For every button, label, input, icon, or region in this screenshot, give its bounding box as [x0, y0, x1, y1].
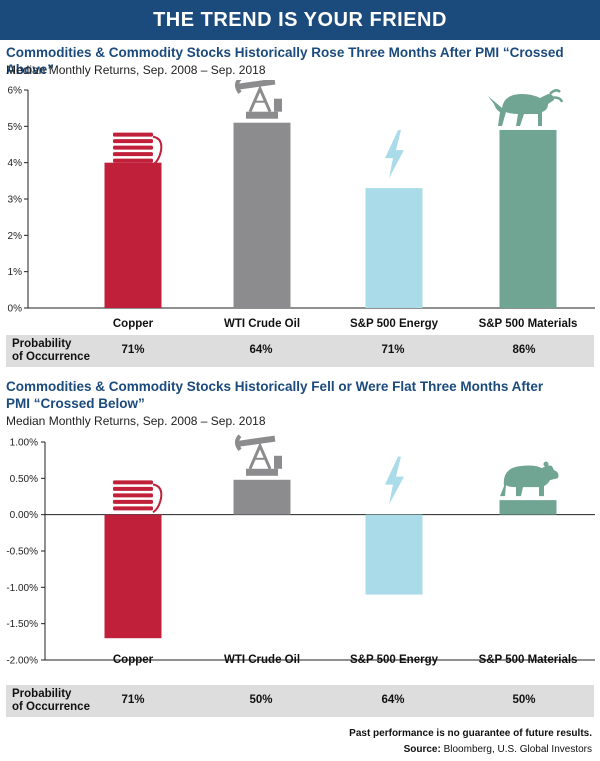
category-label: S&P 500 Materials [479, 654, 578, 666]
chart1-prob-materials: 86% [512, 344, 536, 356]
y-tick-label: 1% [8, 267, 23, 278]
chart2-prob-energy: 64% [381, 694, 405, 706]
chart2-svg: -2.00% -1.50% -1.00% -0.50% 0.00% 0.50% 1.00% C… [6, 434, 595, 667]
oil-pump-icon [235, 80, 282, 119]
category-label: WTI Crude Oil [224, 318, 300, 330]
category-label: S&P 500 Materials [479, 318, 578, 330]
bull-icon [488, 89, 564, 126]
chart2-probability-label: Probability of Occurrence [12, 688, 90, 713]
spool-icon [113, 480, 163, 514]
y-tick-label: 6% [8, 86, 23, 97]
chart2-subtitle: Median Monthly Returns, Sep. 2008 – Sep.… [6, 414, 266, 428]
chart1-subtitle: Median Monthly Returns, Sep. 2008 – Sep.… [6, 63, 266, 77]
y-tick-label: 5% [8, 122, 23, 133]
chart1-prob-energy: 71% [381, 344, 405, 356]
bar-copper [104, 162, 162, 308]
chart2-prob-materials: 50% [512, 694, 536, 706]
lightning-icon [385, 130, 404, 179]
y-tick-label: 0.00% [10, 510, 38, 521]
category-label: S&P 500 Energy [350, 318, 439, 330]
chart1-probability-label: Probability of Occurrence [12, 338, 90, 363]
bar-copper [104, 514, 162, 639]
bar-s-p-500-materials [499, 129, 557, 308]
y-tick-label: -1.50% [6, 619, 38, 630]
bar-wti-crude-oil [233, 122, 291, 308]
bar-s-p-500-energy [365, 514, 423, 595]
y-tick-label: 2% [8, 231, 23, 242]
y-tick-label: 0% [8, 304, 23, 315]
chart1-probability-row: Probability of Occurrence 71% 64% 71% 86… [6, 335, 594, 367]
category-label: WTI Crude Oil [224, 654, 300, 666]
category-label: Copper [113, 654, 154, 666]
chart1-title: Commodities & Commodity Stocks Historica… [6, 45, 564, 77]
y-tick-label: 0.50% [10, 474, 38, 485]
y-tick-label: 1.00% [10, 438, 38, 449]
bar-s-p-500-materials [499, 500, 557, 515]
y-tick-label: 4% [8, 158, 23, 169]
bar-s-p-500-energy [365, 188, 423, 308]
oil-pump-icon [235, 434, 282, 476]
spool-icon [113, 132, 163, 166]
chart1-prob-oil: 64% [249, 344, 273, 356]
category-label: S&P 500 Energy [350, 654, 439, 666]
bar-wti-crude-oil [233, 479, 291, 515]
chart1-svg: 0% 1% 2% 3% 4% 5% 6% Copper WTI Crude Oil S&P 500… [8, 80, 595, 330]
disclaimer: Past performance is no guarantee of futu… [349, 728, 592, 739]
bear-icon [500, 461, 559, 497]
source-line: Source: Bloomberg, U.S. Global Investors [403, 744, 592, 755]
chart1-prob-copper: 71% [121, 344, 145, 356]
chart2-prob-copper: 71% [121, 694, 145, 706]
chart2-probability-row: Probability of Occurrence 71% 50% 64% 50… [6, 685, 594, 717]
page-title: THE TREND IS YOUR FRIEND [0, 0, 600, 40]
y-tick-label: -1.00% [6, 583, 38, 594]
category-label: Copper [113, 318, 154, 330]
lightning-icon [385, 456, 404, 505]
y-tick-label: -2.00% [6, 656, 38, 667]
chart2-title: Commodities & Commodity Stocks Historica… [6, 379, 544, 411]
y-tick-label: 3% [8, 195, 23, 206]
chart2-prob-oil: 50% [249, 694, 273, 706]
y-tick-label: -0.50% [6, 547, 38, 558]
